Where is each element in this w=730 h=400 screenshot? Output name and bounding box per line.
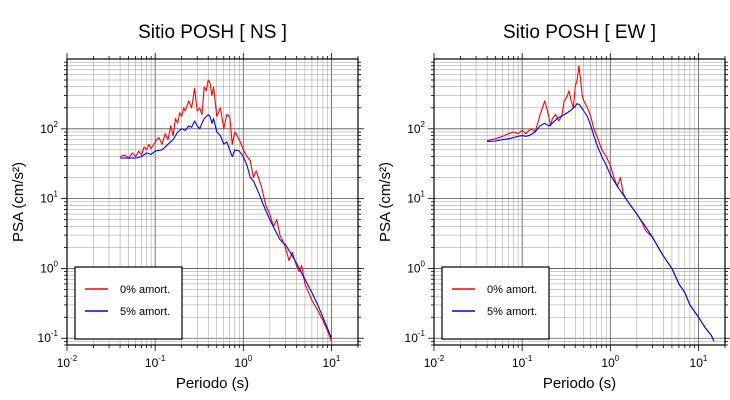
y-tick-exponent: 0 <box>421 259 426 268</box>
y-tick-label: 10-1 <box>405 329 426 345</box>
x-tick-exponent: -2 <box>70 354 78 363</box>
x-tick-label: 10-1 <box>512 354 533 370</box>
x-tick-exponent: -1 <box>525 354 533 363</box>
legend: 0% amort. 5% amort. <box>441 266 550 340</box>
x-tick-label: 100 <box>601 354 619 370</box>
x-tick-label: 100 <box>234 354 252 370</box>
x-tick-exponent: 0 <box>248 354 253 363</box>
chart-title: Sitio POSH [ EW ] <box>503 22 656 43</box>
y-tick-mantissa: 10 <box>40 261 54 275</box>
y-tick-exponent: -1 <box>418 329 426 338</box>
y-tick-mantissa: 10 <box>40 192 54 206</box>
y-tick-label: 101 <box>40 190 58 206</box>
y-tick-mantissa: 10 <box>40 122 54 136</box>
y-tick-label: 100 <box>407 259 425 275</box>
x-tick-mantissa: 10 <box>690 356 704 370</box>
series-line-damped <box>487 103 715 342</box>
x-tick-mantissa: 10 <box>57 356 71 370</box>
x-tick-mantissa: 10 <box>145 356 159 370</box>
y-tick-label: 102 <box>40 120 58 136</box>
chart-panel-2: Sitio POSH [ EW ]10-2 10-1 100 10110-110010… <box>377 22 730 392</box>
legend-label: 5% amort. <box>487 306 537 318</box>
x-axis-label: Periodo (s) <box>176 375 249 392</box>
x-tick-exponent: 1 <box>703 354 708 363</box>
y-tick-exponent: 1 <box>421 190 426 199</box>
y-tick-mantissa: 10 <box>407 122 421 136</box>
y-tick-mantissa: 10 <box>407 192 421 206</box>
y-tick-mantissa: 10 <box>405 331 419 345</box>
y-tick-mantissa: 10 <box>38 331 52 345</box>
x-tick-label: 101 <box>690 354 708 370</box>
legend: 0% amort. 5% amort. <box>74 266 183 340</box>
x-tick-mantissa: 10 <box>512 356 526 370</box>
x-tick-exponent: 0 <box>615 354 620 363</box>
y-tick-exponent: 0 <box>54 259 59 268</box>
legend-label: 5% amort. <box>120 306 170 318</box>
chart-title: Sitio POSH [ NS ] <box>138 22 287 43</box>
x-tick-exponent: -2 <box>437 354 445 363</box>
x-tick-mantissa: 10 <box>323 356 337 370</box>
y-tick-exponent: 2 <box>54 120 59 129</box>
legend-box <box>441 266 550 340</box>
tick-marks <box>428 53 730 351</box>
y-tick-label: 100 <box>40 259 58 275</box>
x-tick-label: 10-2 <box>57 354 78 370</box>
x-tick-mantissa: 10 <box>601 356 615 370</box>
y-tick-label: 10-1 <box>38 329 59 345</box>
x-tick-label: 10-1 <box>145 354 166 370</box>
y-tick-label: 101 <box>407 190 425 206</box>
series-line-undamped <box>119 79 333 342</box>
x-tick-label: 101 <box>323 354 341 370</box>
x-tick-mantissa: 10 <box>424 356 438 370</box>
chart-panel-1: Sitio POSH [ NS ]10-2 10-1 100 10110-110010… <box>10 22 364 392</box>
legend-label: 0% amort. <box>120 284 170 296</box>
x-axis-label: Periodo (s) <box>543 375 616 392</box>
x-tick-label: 10-2 <box>424 354 445 370</box>
legend-box <box>74 266 183 340</box>
y-tick-exponent: 1 <box>54 190 59 199</box>
y-axis-label: PSA (cm/s²) <box>10 162 27 242</box>
x-tick-exponent: -1 <box>158 354 166 363</box>
y-tick-exponent: 2 <box>421 120 426 129</box>
legend-label: 0% amort. <box>487 284 537 296</box>
tick-marks <box>61 53 364 351</box>
x-tick-exponent: 1 <box>336 354 341 363</box>
y-tick-mantissa: 10 <box>407 261 421 275</box>
y-tick-label: 102 <box>407 120 425 136</box>
x-tick-mantissa: 10 <box>234 356 248 370</box>
y-tick-exponent: -1 <box>51 329 59 338</box>
series-line-damped <box>120 114 333 339</box>
y-axis-label: PSA (cm/s²) <box>377 162 394 242</box>
